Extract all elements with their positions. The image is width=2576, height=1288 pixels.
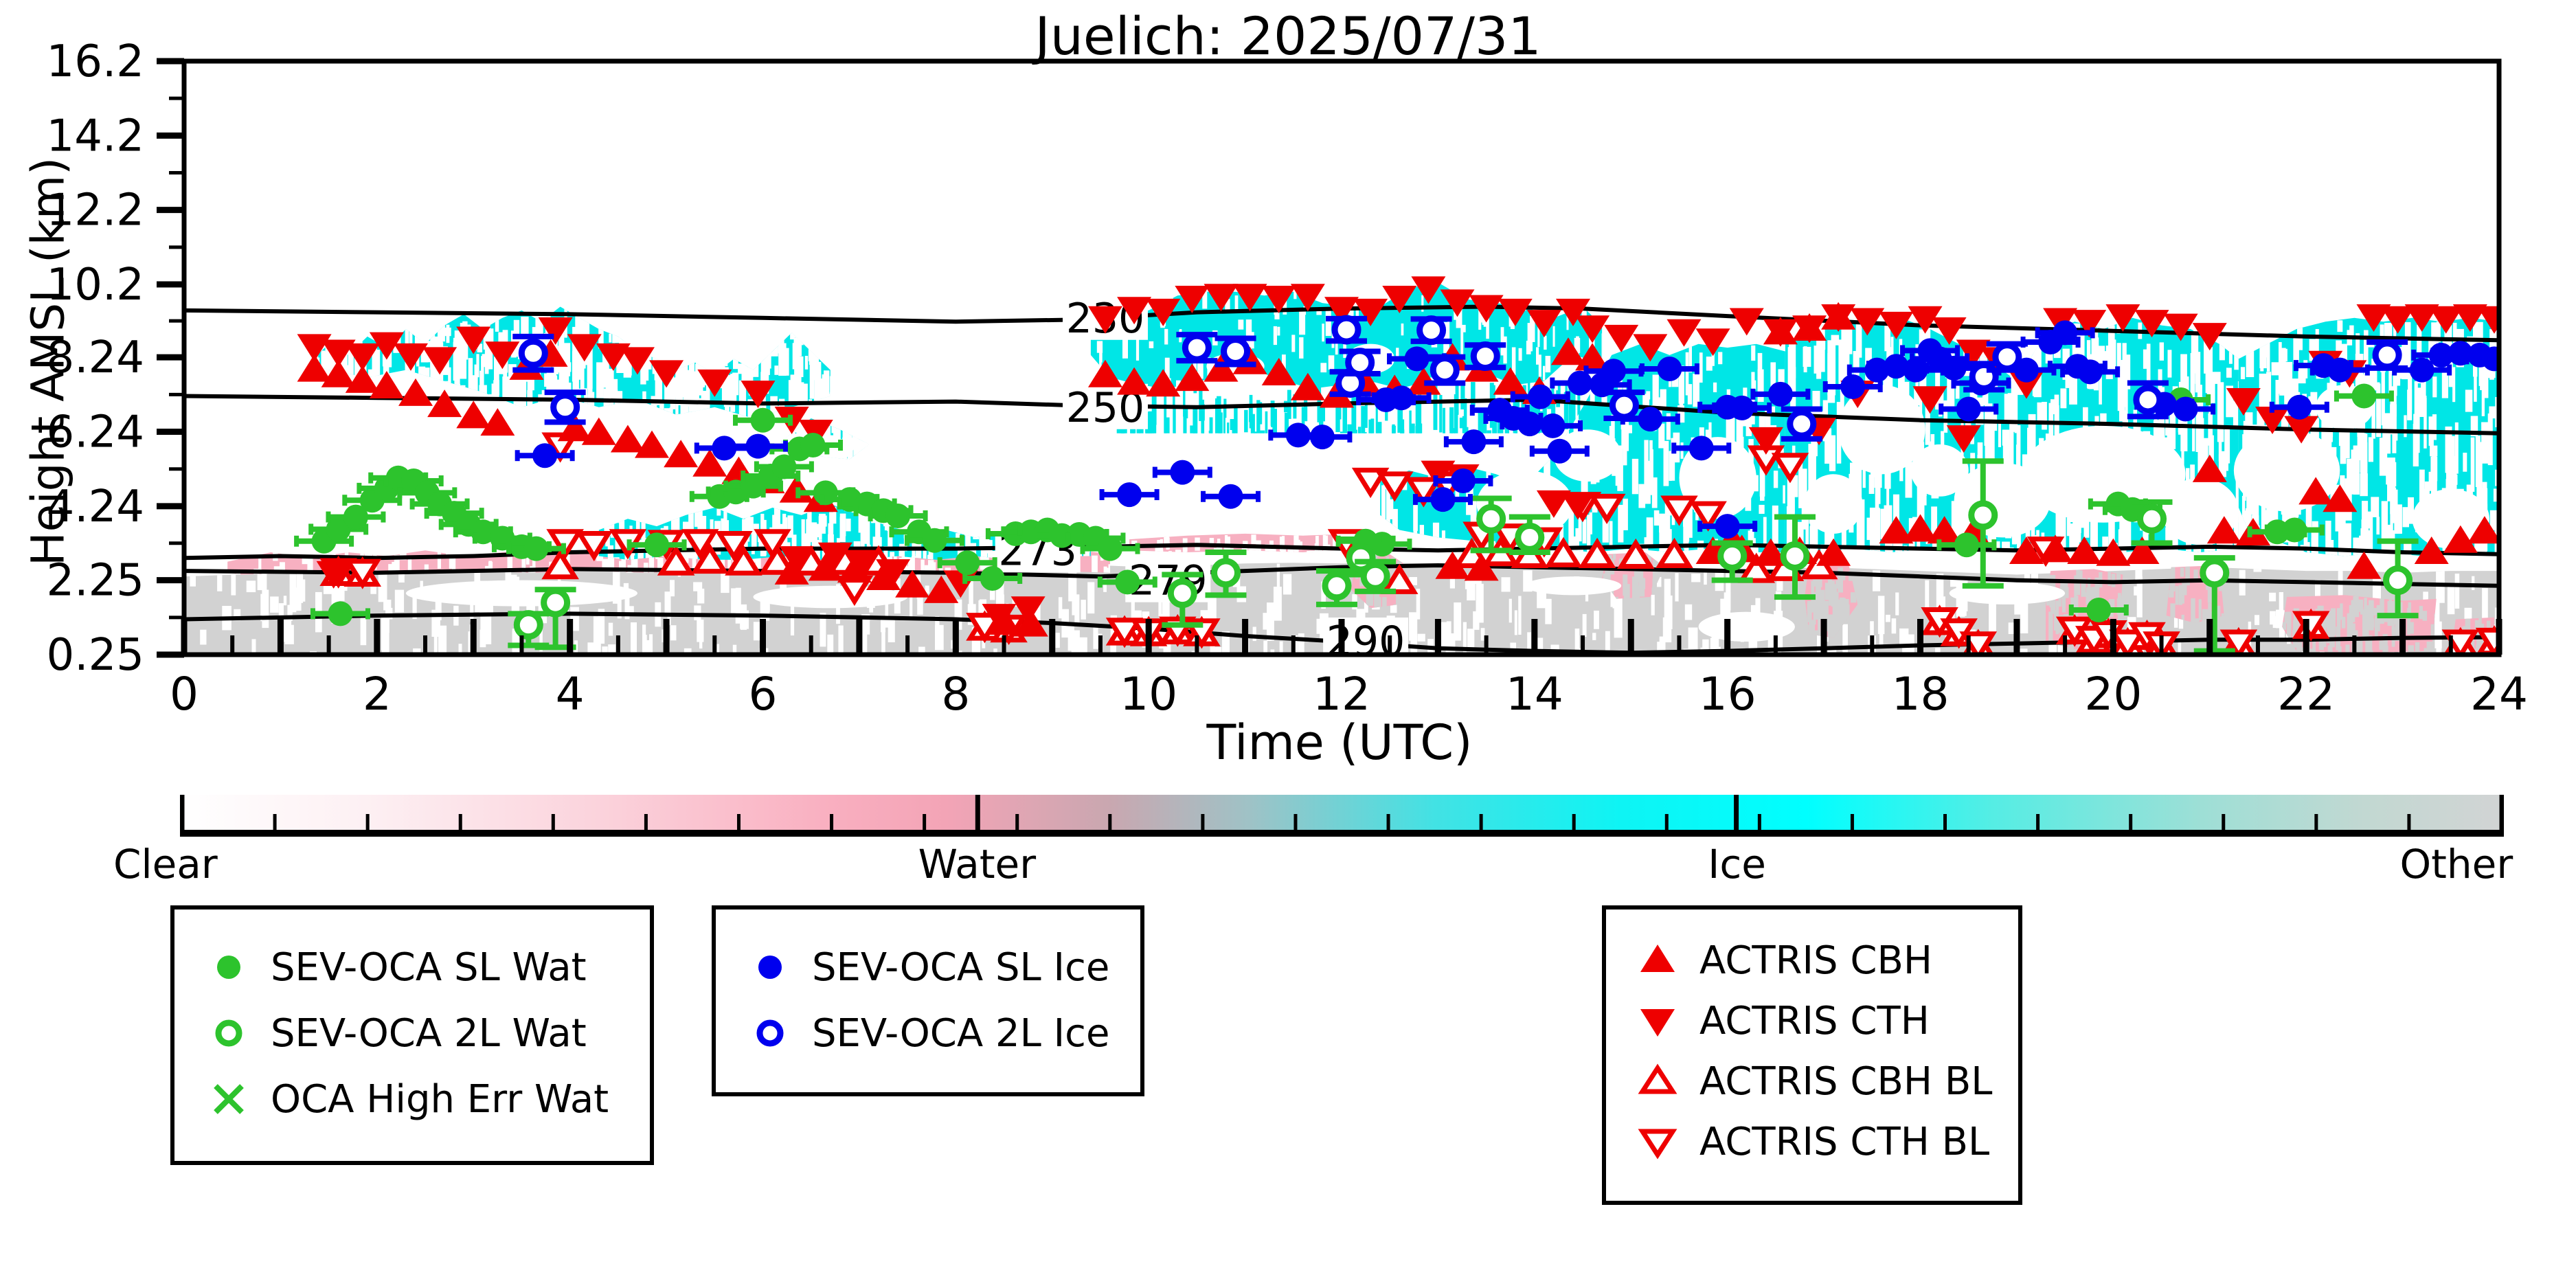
svg-text:290: 290 [1326,618,1405,666]
legend-item-sev-oca-sl-wat: SEV-OCA SL Wat [205,934,650,1000]
svg-text:22: 22 [2277,668,2335,721]
circle-filled-legend-icon [758,956,782,979]
svg-text:2: 2 [363,668,392,721]
plot-canvas: 2302502732792900.252.254.246.248.2410.21… [47,36,2528,721]
x-legend-icon [214,1084,244,1114]
tri-down-open-legend-icon [1638,1129,1677,1160]
legend-item-label: SEV-OCA SL Wat [271,945,587,990]
svg-text:20: 20 [2084,668,2142,721]
svg-text:0.25: 0.25 [47,630,145,681]
legend-ice-products: SEV-OCA SL Ice SEV-OCA 2L Ice [712,905,1144,1096]
legend-item-actris-cth-bl: ACTRIS CTH BL [1634,1111,2018,1172]
tri-down-filled-legend-icon [1640,1009,1675,1037]
legend-item-label: ACTRIS CTH BL [1699,1119,1990,1164]
svg-text:10: 10 [1120,668,1177,721]
legend-item-label: ACTRIS CTH [1699,998,1930,1043]
tri-up-open-legend-icon [1638,1063,1677,1094]
colorbar-label-clear: Clear [113,841,218,888]
legend-item-sev-oca-2l-wat: SEV-OCA 2L Wat [205,1000,650,1066]
svg-text:12.2: 12.2 [47,185,145,236]
svg-text:4: 4 [556,668,585,721]
svg-text:18: 18 [1892,668,1950,721]
legend-item-actris-cbh: ACTRIS CBH [1634,930,2018,991]
colorbar-label-other: Other [2399,841,2513,888]
svg-text:16: 16 [1699,668,1756,721]
page-title: Juelich: 2025/07/31 [1035,5,1541,67]
circle-filled-legend-icon [217,956,240,979]
svg-text:12: 12 [1313,668,1370,721]
x-axis-label: Time (UTC) [1206,714,1473,771]
classification-colorbar [180,795,2504,833]
svg-text:2.25: 2.25 [47,556,145,607]
legend-water-products: SEV-OCA SL Wat SEV-OCA 2L Wat OCA High Err… [170,905,654,1165]
legend-item-sev-oca-sl-ice: SEV-OCA SL Ice [746,934,1140,1000]
svg-text:4.24: 4.24 [47,482,145,532]
legend-item-label: SEV-OCA SL Ice [812,945,1110,990]
legend-item-sev-oca-2l-ice: SEV-OCA 2L Ice [746,1000,1140,1066]
legend-item-actris-cth: ACTRIS CTH [1634,991,2018,1051]
svg-text:8: 8 [941,668,970,721]
svg-text:6: 6 [749,668,778,721]
legend-actris-products: ACTRIS CBH ACTRIS CTH ACTRIS CBH BL ACTRIS … [1602,905,2022,1205]
legend-item-label: SEV-OCA 2L Ice [812,1010,1110,1056]
svg-text:14: 14 [1506,668,1563,721]
svg-text:24: 24 [2470,668,2528,721]
tri-up-filled-legend-icon [1640,945,1675,972]
svg-text:8.24: 8.24 [47,332,145,383]
y-axis-label: Height AMSL (km) [21,157,75,566]
colorbar-label-ice: Ice [1708,841,1766,888]
svg-text:10.2: 10.2 [47,260,145,310]
legend-item-label: ACTRIS CBH BL [1699,1059,1993,1104]
circle-open-legend-icon [215,1019,242,1047]
legend-item-label: OCA High Err Wat [271,1076,609,1122]
legend-item-oca-high-err-wat: OCA High Err Wat [205,1066,650,1132]
legend-item-label: ACTRIS CBH [1699,938,1933,983]
circle-open-legend-icon [756,1019,784,1047]
svg-text:0: 0 [170,668,199,721]
colorbar-label-water: Water [918,841,1037,888]
svg-text:16.2: 16.2 [47,36,145,87]
svg-text:14.2: 14.2 [47,111,145,161]
svg-text:6.24: 6.24 [47,407,145,458]
legend-item-actris-cbh-bl: ACTRIS CBH BL [1634,1051,2018,1111]
legend-item-label: SEV-OCA 2L Wat [271,1010,587,1056]
